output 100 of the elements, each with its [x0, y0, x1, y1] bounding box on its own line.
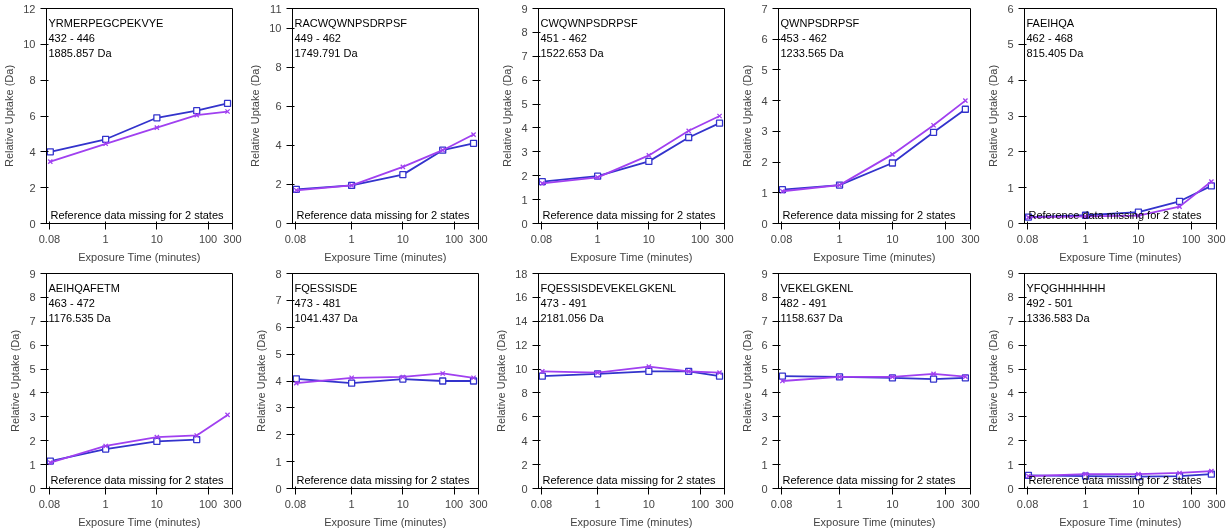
annotation: 1749.791 Da — [294, 46, 359, 59]
y-axis-title: Relative Uptake (Da) — [987, 329, 1000, 433]
x-tick-label: 300 — [223, 232, 242, 245]
x-tick-label: 10 — [396, 232, 409, 245]
y-tick-label: 5 — [521, 98, 528, 111]
annotation: 1041.437 Da — [294, 311, 359, 324]
text: 449 - 462 — [294, 31, 341, 44]
x-tick-label: 10 — [396, 497, 409, 510]
x-axis-title: Exposure Time (minutes) — [324, 515, 447, 528]
x-tick-label: 300 — [961, 232, 980, 245]
x-tick-label: 100 — [198, 497, 218, 510]
y-tick-label: 0 — [761, 482, 768, 495]
x-tick-label: 100 — [690, 232, 710, 245]
annotation: Reference data missing for 2 states — [50, 208, 225, 221]
x-tick-label: 300 — [469, 497, 488, 510]
x-tick-label: 1 — [836, 497, 843, 510]
y-axis-title: Relative Uptake (Da) — [249, 64, 262, 168]
y-tick-label: 3 — [1007, 110, 1014, 122]
annotation: 2181.056 Da — [540, 311, 605, 324]
y-tick-label: 7 — [29, 315, 36, 328]
y-tick-label: 7 — [275, 294, 282, 307]
y-tick-label: 0 — [521, 482, 528, 495]
text: RACWQWNPSDRPSF — [294, 16, 408, 29]
x-tick-label: 0.08 — [38, 497, 61, 510]
text: 463 - 472 — [48, 296, 95, 309]
y-tick-label: 4 — [521, 121, 528, 134]
text: FQESSISDEVEKELGKENL — [540, 281, 677, 294]
y-axis-title: Relative Uptake (Da) — [987, 64, 1000, 168]
x-tick-label: 300 — [715, 232, 734, 245]
text: QWNPSDRPSF — [780, 16, 860, 29]
text: CWQWNPSDRPSF — [540, 16, 638, 29]
y-tick-label: 9 — [29, 267, 36, 280]
y-tick-label: 9 — [761, 267, 768, 280]
x-tick-label: 0.08 — [530, 497, 553, 510]
y-axis-title: Relative Uptake (Da) — [3, 64, 16, 168]
y-tick-label: 3 — [521, 145, 528, 158]
x-tick-label: 1 — [594, 497, 601, 510]
y-tick-label: 4 — [275, 375, 282, 387]
y-tick-label: 0 — [521, 217, 528, 230]
y-tick-label: 14 — [515, 315, 528, 328]
x-tick-label: 300 — [469, 232, 488, 245]
x-tick-label: 1 — [1082, 497, 1089, 510]
x-tick-label: 0.08 — [1016, 232, 1039, 245]
x-tick-label: 10 — [1132, 497, 1145, 510]
y-tick-label: 12 — [515, 339, 528, 352]
y-axis-title: Relative Uptake (Da) — [741, 64, 754, 168]
x-tick-label: 300 — [223, 497, 242, 510]
y-tick-label: 1 — [521, 193, 528, 206]
text: FQESSISDE — [294, 281, 358, 294]
x-tick-label: 0.08 — [770, 232, 793, 245]
x-tick-label: 0.08 — [284, 497, 307, 510]
y-tick-label: 5 — [761, 363, 768, 376]
y-tick-label: 6 — [1007, 339, 1014, 352]
y-tick-label: 5 — [275, 348, 282, 361]
x-tick-label: 100 — [444, 497, 464, 510]
text: YRMERPEGCPEKVYE — [48, 16, 164, 29]
y-tick-label: 3 — [761, 125, 768, 138]
y-tick-label: 8 — [761, 291, 768, 304]
y-tick-label: 9 — [1007, 267, 1014, 280]
y-tick-label: 2 — [1007, 145, 1014, 158]
y-tick-label: 3 — [29, 410, 36, 423]
x-tick-label: 10 — [150, 232, 163, 245]
y-tick-label: 8 — [275, 61, 282, 74]
x-tick-label: 1 — [348, 497, 355, 510]
x-axis-title: Exposure Time (minutes) — [1059, 515, 1182, 528]
text: 473 - 481 — [294, 296, 341, 309]
text: 453 - 462 — [780, 31, 827, 44]
y-tick-label: 2 — [29, 181, 36, 194]
y-tick-label: 0 — [275, 482, 282, 495]
y-tick-label: 0 — [1007, 217, 1014, 230]
x-tick-label: 10 — [642, 232, 655, 245]
x-tick-label: 0.08 — [284, 232, 307, 245]
text: FAEIHQA — [1026, 16, 1075, 29]
annotation: Reference data missing for 2 states — [296, 473, 471, 486]
y-tick-label: 5 — [1007, 38, 1014, 51]
y-tick-label: 6 — [521, 74, 528, 87]
x-axis-title: Exposure Time (minutes) — [813, 515, 936, 528]
y-tick-label: 1 — [761, 458, 768, 471]
y-tick-label: 2 — [1007, 434, 1014, 447]
x-axis-title: Exposure Time (minutes) — [570, 515, 693, 528]
y-tick-label: 7 — [1007, 315, 1014, 328]
y-tick-label: 4 — [29, 145, 36, 158]
annotation: 1176.535 Da — [48, 311, 112, 324]
y-tick-label: 6 — [761, 33, 768, 46]
y-tick-label: 8 — [29, 74, 36, 87]
y-axis-title: Relative Uptake (Da) — [741, 329, 754, 433]
y-tick-label: 6 — [29, 339, 36, 352]
y-tick-label: 4 — [521, 434, 528, 447]
x-tick-label: 300 — [1207, 497, 1226, 510]
annotation: 1336.583 Da — [1026, 311, 1091, 324]
x-tick-label: 100 — [690, 497, 710, 510]
y-tick-label: 5 — [29, 363, 36, 376]
y-tick-label: 10 — [23, 38, 36, 51]
x-tick-label: 10 — [886, 232, 899, 245]
x-tick-label: 1 — [836, 232, 843, 245]
y-tick-label: 7 — [521, 50, 528, 63]
x-tick-label: 100 — [444, 232, 464, 245]
x-tick-label: 10 — [642, 497, 655, 510]
y-tick-label: 5 — [1007, 363, 1014, 376]
y-tick-label: 2 — [275, 178, 282, 191]
